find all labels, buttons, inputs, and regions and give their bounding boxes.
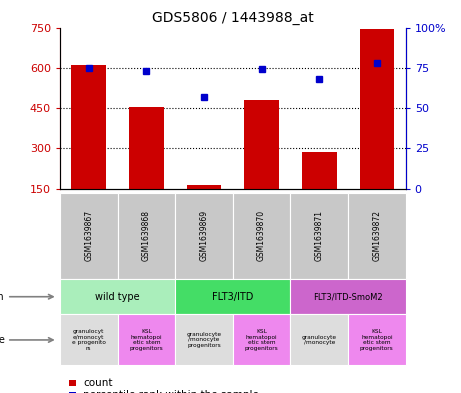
Text: KSL
hematopoi
etic stem
progenitors: KSL hematopoi etic stem progenitors [130,329,163,351]
Text: FLT3/ITD-SmoM2: FLT3/ITD-SmoM2 [313,292,383,301]
Text: FLT3/ITD: FLT3/ITD [212,292,254,302]
Bar [302,152,337,189]
Text: GSM1639872: GSM1639872 [372,210,381,261]
Text: genotype/variation: genotype/variation [0,292,5,302]
Text: GSM1639870: GSM1639870 [257,210,266,261]
Text: granulocyte
/monocyte: granulocyte /monocyte [301,334,337,345]
Text: percentile rank within the sample: percentile rank within the sample [83,390,259,393]
Text: GSM1639868: GSM1639868 [142,210,151,261]
Text: wild type: wild type [95,292,140,302]
Text: count: count [83,378,112,388]
Text: KSL
hematopoi
etic stem
progenitors: KSL hematopoi etic stem progenitors [360,329,394,351]
Title: GDS5806 / 1443988_at: GDS5806 / 1443988_at [152,11,313,25]
Text: granulocyt
e/monocyt
e progenito
rs: granulocyt e/monocyt e progenito rs [72,329,106,351]
Bar [187,185,221,189]
Text: GSM1639871: GSM1639871 [315,210,324,261]
Text: granulocyte
/monocyte
progenitors: granulocyte /monocyte progenitors [186,332,222,348]
Text: GSM1639869: GSM1639869 [200,210,208,261]
Text: KSL
hematopoi
etic stem
progenitors: KSL hematopoi etic stem progenitors [245,329,278,351]
Bar [71,65,106,189]
Bar [129,107,164,189]
Bar [244,100,279,189]
Bar [360,29,394,189]
Text: cell type: cell type [0,335,5,345]
Text: GSM1639867: GSM1639867 [84,210,93,261]
